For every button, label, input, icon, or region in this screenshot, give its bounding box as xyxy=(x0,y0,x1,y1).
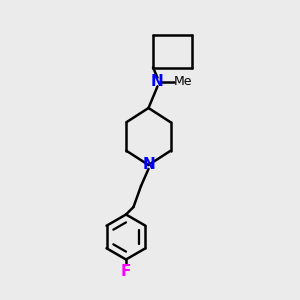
Text: N: N xyxy=(142,158,155,172)
Text: N: N xyxy=(151,74,164,89)
Text: F: F xyxy=(121,264,131,279)
Text: Me: Me xyxy=(174,75,192,88)
